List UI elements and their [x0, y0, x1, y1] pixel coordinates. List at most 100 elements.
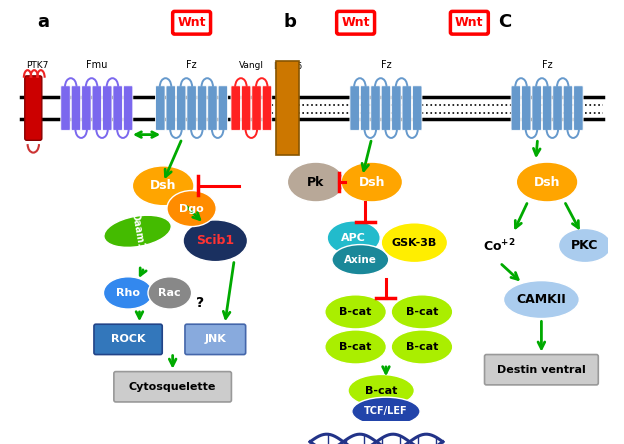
Ellipse shape	[516, 162, 578, 202]
Text: Fz: Fz	[542, 60, 552, 70]
FancyBboxPatch shape	[173, 12, 210, 34]
FancyBboxPatch shape	[336, 12, 374, 34]
Ellipse shape	[325, 330, 386, 364]
FancyBboxPatch shape	[231, 86, 240, 131]
FancyBboxPatch shape	[124, 86, 133, 131]
Text: Fz: Fz	[381, 60, 391, 70]
Text: ?: ?	[197, 296, 205, 310]
Ellipse shape	[381, 223, 447, 262]
FancyBboxPatch shape	[532, 86, 542, 131]
Text: Wnt: Wnt	[341, 16, 370, 29]
Ellipse shape	[327, 221, 380, 255]
Text: Dsh: Dsh	[534, 175, 560, 189]
FancyBboxPatch shape	[102, 86, 112, 131]
FancyBboxPatch shape	[522, 86, 531, 131]
Text: a: a	[37, 13, 49, 31]
FancyBboxPatch shape	[262, 86, 271, 131]
Text: APC: APC	[341, 233, 366, 243]
FancyBboxPatch shape	[573, 86, 583, 131]
FancyBboxPatch shape	[360, 86, 370, 131]
FancyBboxPatch shape	[92, 86, 102, 131]
FancyBboxPatch shape	[412, 86, 422, 131]
Text: TCF/LEF: TCF/LEF	[364, 406, 407, 416]
FancyBboxPatch shape	[241, 86, 251, 131]
Text: Scib1: Scib1	[196, 234, 235, 247]
Ellipse shape	[148, 277, 192, 309]
FancyBboxPatch shape	[113, 86, 122, 131]
FancyBboxPatch shape	[61, 86, 71, 131]
Text: ROCK: ROCK	[111, 334, 145, 345]
Text: PKC: PKC	[572, 239, 598, 252]
Text: Fz: Fz	[187, 60, 197, 70]
FancyBboxPatch shape	[187, 86, 197, 131]
FancyBboxPatch shape	[451, 12, 489, 34]
FancyBboxPatch shape	[71, 86, 80, 131]
Text: PTK7: PTK7	[26, 61, 48, 70]
FancyBboxPatch shape	[563, 86, 573, 131]
FancyBboxPatch shape	[511, 86, 520, 131]
FancyBboxPatch shape	[381, 86, 391, 131]
Ellipse shape	[391, 330, 453, 364]
FancyBboxPatch shape	[166, 86, 175, 131]
Text: B-cat: B-cat	[365, 385, 397, 396]
FancyBboxPatch shape	[484, 355, 598, 385]
Text: B-cat: B-cat	[406, 342, 438, 352]
FancyBboxPatch shape	[553, 86, 562, 131]
Text: Rho: Rho	[116, 288, 140, 298]
Ellipse shape	[325, 295, 386, 329]
Ellipse shape	[132, 166, 194, 206]
Text: $\mathbf{Co^{+2}}$: $\mathbf{Co^{+2}}$	[484, 237, 516, 254]
Text: Daam1: Daam1	[129, 212, 146, 251]
Text: Wnt: Wnt	[455, 16, 484, 29]
Ellipse shape	[391, 295, 453, 329]
Text: Dsh: Dsh	[358, 175, 385, 189]
Text: Vangl: Vangl	[239, 61, 264, 70]
Text: Pk: Pk	[307, 175, 324, 189]
Text: Dgo: Dgo	[179, 203, 204, 214]
Text: Cytosquelette: Cytosquelette	[129, 382, 217, 392]
Text: C: C	[498, 13, 511, 31]
Text: Rac: Rac	[158, 288, 181, 298]
FancyBboxPatch shape	[197, 86, 207, 131]
FancyBboxPatch shape	[114, 372, 232, 402]
Text: Destin ventral: Destin ventral	[497, 365, 586, 375]
Text: Dsh: Dsh	[150, 179, 177, 192]
Ellipse shape	[167, 190, 217, 226]
Ellipse shape	[504, 281, 579, 318]
FancyBboxPatch shape	[218, 86, 228, 131]
Text: Wnt: Wnt	[177, 16, 206, 29]
FancyBboxPatch shape	[402, 86, 412, 131]
Text: B-cat: B-cat	[339, 342, 372, 352]
FancyBboxPatch shape	[177, 86, 186, 131]
FancyBboxPatch shape	[542, 86, 552, 131]
FancyBboxPatch shape	[82, 86, 91, 131]
FancyBboxPatch shape	[25, 76, 42, 140]
Ellipse shape	[341, 162, 402, 202]
Ellipse shape	[288, 162, 344, 202]
FancyBboxPatch shape	[252, 86, 261, 131]
Text: CAMKII: CAMKII	[517, 293, 567, 306]
FancyBboxPatch shape	[350, 86, 359, 131]
Ellipse shape	[104, 215, 171, 247]
FancyBboxPatch shape	[392, 86, 401, 131]
FancyBboxPatch shape	[208, 86, 217, 131]
FancyBboxPatch shape	[155, 86, 165, 131]
Ellipse shape	[183, 220, 248, 262]
Ellipse shape	[348, 374, 414, 407]
Ellipse shape	[332, 245, 389, 275]
FancyBboxPatch shape	[371, 86, 380, 131]
Text: b: b	[283, 13, 296, 31]
Text: Fmu: Fmu	[86, 60, 107, 70]
Ellipse shape	[352, 397, 420, 426]
Text: LRP5/6: LRP5/6	[273, 61, 302, 70]
FancyBboxPatch shape	[94, 324, 162, 355]
FancyBboxPatch shape	[185, 324, 246, 355]
Ellipse shape	[558, 229, 612, 262]
Bar	[276, 61, 299, 155]
Text: Axine: Axine	[344, 255, 377, 265]
Ellipse shape	[104, 277, 153, 309]
Text: GSK-3B: GSK-3B	[392, 238, 437, 248]
Text: B-cat: B-cat	[406, 307, 438, 317]
Text: JNK: JNK	[205, 334, 226, 345]
Text: B-cat: B-cat	[339, 307, 372, 317]
